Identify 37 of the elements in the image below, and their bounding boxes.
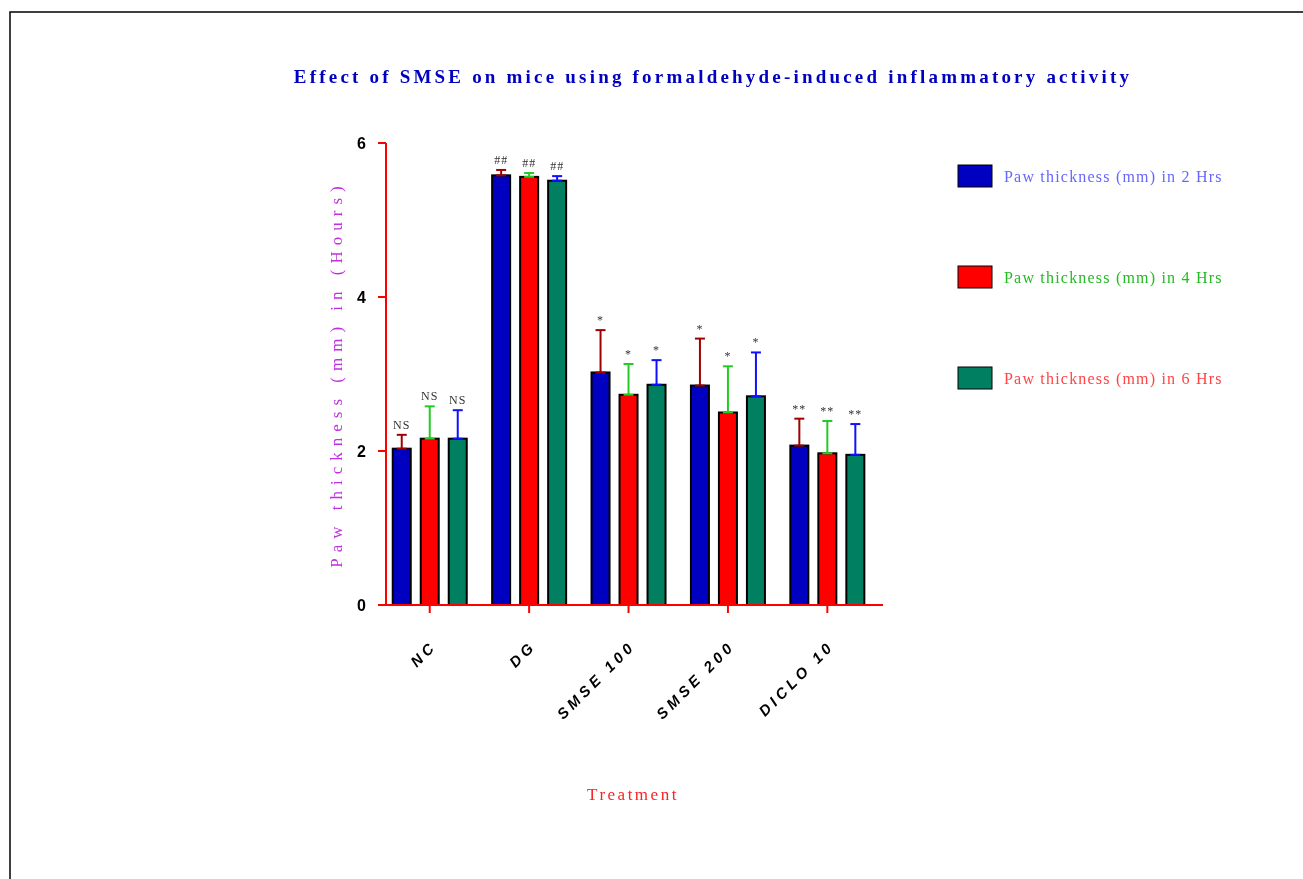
- x-axis-title: Treatment: [587, 785, 679, 804]
- bar: [491, 174, 512, 606]
- annotation: NS: [393, 417, 411, 432]
- annotation: **: [848, 407, 863, 422]
- bar: [745, 395, 766, 606]
- bar: [447, 437, 468, 606]
- y-axis-title: Paw thickness (mm) in (Hours): [327, 180, 346, 568]
- annotation: *: [653, 343, 661, 358]
- annotation: ##: [522, 156, 537, 171]
- legend-label: Paw thickness (mm) in 4 Hrs: [1004, 269, 1223, 287]
- bar: [789, 444, 810, 606]
- y-tick-label: 6: [357, 134, 367, 152]
- y-tick-label: 4: [357, 288, 367, 306]
- bar: [547, 179, 568, 606]
- annotation: *: [625, 346, 633, 361]
- annotation: ##: [550, 159, 565, 174]
- bar: [689, 384, 710, 606]
- annotation: *: [752, 335, 760, 350]
- annotation: **: [792, 401, 807, 416]
- annotation: ##: [494, 152, 509, 167]
- bar: [845, 453, 866, 606]
- annotation: *: [696, 321, 704, 336]
- annotation: NS: [449, 393, 467, 408]
- y-tick-label: 0: [357, 596, 367, 614]
- x-tick-label: NC: [406, 637, 440, 671]
- bar: [646, 383, 667, 606]
- legend-label: Paw thickness (mm) in 6 Hrs: [1004, 370, 1223, 388]
- bar: [391, 447, 412, 606]
- chart-title: Effect of SMSE on mice using formaldehyde-induced inflammatory activity: [293, 66, 1133, 87]
- legend-label: Paw thickness (mm) in 2 Hrs: [1004, 168, 1223, 186]
- annotation: *: [724, 349, 732, 364]
- annotation: NS: [421, 389, 439, 404]
- annotation: **: [820, 403, 835, 418]
- x-tick-label: DG: [505, 637, 540, 671]
- annotation: *: [597, 313, 605, 328]
- y-tick-label: 2: [357, 442, 367, 460]
- bar: [590, 371, 611, 606]
